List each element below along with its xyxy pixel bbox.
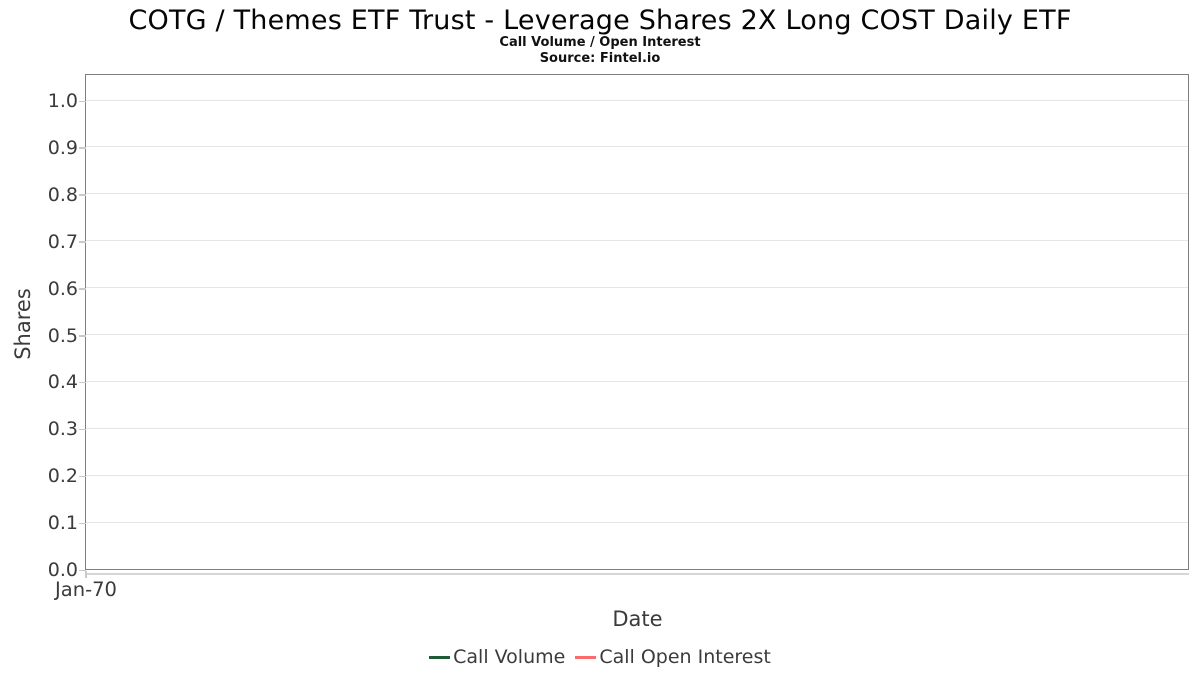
gridline	[86, 287, 1188, 289]
y-tick-mark	[79, 288, 86, 290]
gridline	[86, 474, 1188, 476]
y-tick-label: 0.1	[47, 512, 78, 535]
y-tick-mark	[79, 428, 86, 431]
y-tick-label: 0.9	[47, 136, 78, 159]
x-tick-mark	[85, 571, 87, 578]
chart-source: Source: Fintel.io	[539, 51, 661, 66]
y-tick-mark	[79, 241, 86, 243]
legend-series-label: Call Open Interest	[599, 646, 771, 668]
legend-series-dash-icon	[429, 655, 451, 659]
y-tick-label: 0.4	[47, 371, 78, 394]
legend-item[interactable]: Call Volume	[429, 646, 565, 668]
y-tick-label: 0.2	[47, 465, 78, 488]
gridline	[86, 427, 1188, 429]
y-tick-mark	[79, 381, 86, 384]
y-tick-label: 0.5	[47, 324, 78, 347]
gridline	[86, 521, 1188, 523]
gridline	[86, 334, 1188, 335]
legend-series-label: Call Volume	[453, 646, 566, 668]
gridline	[86, 99, 1188, 101]
x-axis-label: Date	[612, 607, 663, 631]
gridline	[86, 193, 1188, 195]
y-tick-mark	[79, 194, 86, 196]
plot-area	[85, 74, 1189, 570]
y-tick-label: 1.0	[47, 90, 78, 112]
x-tick-label: Jan-70	[55, 578, 117, 601]
chart-title: COTG / Themes ETF Trust - Leverage Share…	[128, 5, 1072, 36]
y-tick-mark	[79, 569, 86, 571]
y-tick-mark	[79, 522, 86, 525]
gridline	[86, 146, 1188, 148]
y-tick-label: 0.3	[47, 418, 78, 441]
legend-series-dash-icon	[575, 655, 597, 659]
x-axis-line	[86, 573, 1189, 575]
y-tick-label: 0.8	[47, 183, 78, 206]
chart-subtitle: Call Volume / Open Interest	[499, 35, 701, 50]
y-tick-label: 0.7	[47, 230, 78, 253]
y-tick-mark	[79, 475, 86, 478]
gridline	[86, 380, 1188, 382]
y-tick-mark	[79, 335, 86, 337]
legend-item[interactable]: Call Open Interest	[575, 646, 771, 668]
gridline	[86, 240, 1188, 242]
y-tick-mark	[79, 100, 86, 102]
y-tick-label: 0.0	[47, 559, 78, 581]
legend: Call Volume Call Open Interest	[0, 646, 1200, 668]
y-tick-label: 0.6	[47, 277, 78, 300]
y-tick-mark	[79, 147, 86, 149]
